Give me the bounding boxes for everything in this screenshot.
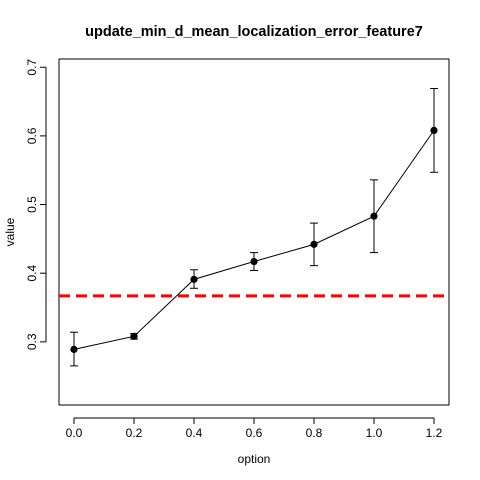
- x-axis-label: option: [238, 452, 271, 466]
- y-tick-label: 0.6: [25, 127, 39, 144]
- data-point: [370, 212, 378, 220]
- y-tick-label: 0.5: [25, 196, 39, 213]
- data-point: [190, 275, 198, 283]
- x-tick-label: 1.0: [366, 426, 383, 440]
- series-layer: [70, 88, 438, 367]
- y-tick-label: 0.4: [25, 265, 39, 282]
- x-tick-label: 0.4: [186, 426, 203, 440]
- data-point: [250, 257, 258, 266]
- x-tick-label: 1.2: [426, 426, 443, 440]
- y-tick-label: 0.7: [25, 59, 39, 76]
- y-axis: 0.3 0.4 0.5 0.6 0.7: [25, 59, 47, 350]
- y-axis-label: value: [3, 217, 17, 246]
- x-axis: 0.0 0.2 0.4 0.6 0.8 1.0 1.2: [66, 417, 443, 440]
- y-tick-label: 0.3: [25, 333, 39, 350]
- x-tick-label: 0.2: [126, 426, 143, 440]
- data-point: [430, 126, 438, 134]
- data-point: [70, 345, 78, 353]
- x-tick-label: 0.0: [66, 426, 83, 440]
- data-point: [130, 332, 138, 340]
- x-tick-label: 0.6: [246, 426, 263, 440]
- chart-title: update_min_d_mean_localization_error_fea…: [85, 24, 423, 40]
- x-tick-label: 0.8: [306, 426, 323, 440]
- plot-frame: [58, 58, 450, 406]
- data-point: [310, 240, 318, 248]
